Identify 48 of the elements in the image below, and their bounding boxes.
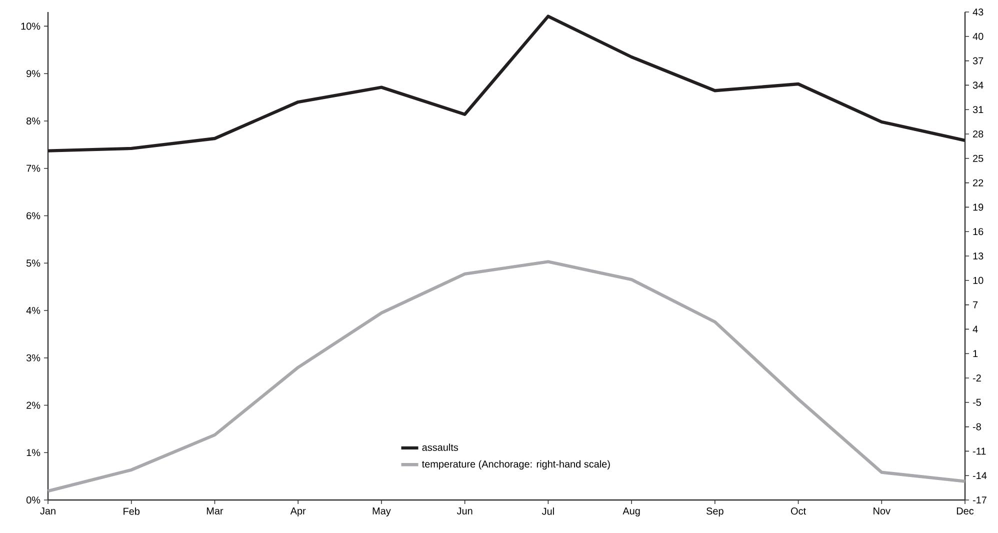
x-tick-label: Nov <box>874 508 890 514</box>
y2-tick-label: -8 <box>972 423 981 430</box>
y2-tick-label: 16 <box>973 228 984 236</box>
x-tick-label: May <box>372 508 391 516</box>
x-tick-label: Dec <box>956 508 974 514</box>
y2-tick-label: 10 <box>973 276 984 284</box>
y2-tick-label: 34 <box>972 82 984 89</box>
line-series <box>46 14 967 152</box>
y-tick-label: 7% <box>26 164 40 172</box>
y2-tick-label: 40 <box>972 32 984 40</box>
y2-tick-label: 13 <box>973 252 984 260</box>
x-tick-label: Jan <box>40 508 56 514</box>
y-tick-label: 1% <box>26 449 40 456</box>
line-series <box>46 260 967 493</box>
y2-tick-label: -14 <box>972 472 987 480</box>
y-tick-label: 6% <box>26 212 40 220</box>
y2-tick-label: 28 <box>973 130 984 138</box>
x-tick-label: Feb <box>124 508 140 515</box>
y2-tick-label: -11 <box>972 448 986 455</box>
y2-tick-label: 22 <box>973 179 984 186</box>
y-tick-label: 10% <box>21 22 40 30</box>
y2-tick-label: 43 <box>972 8 984 16</box>
y-tick-label: 4% <box>26 306 40 314</box>
x-tick-label: Aug <box>622 508 640 516</box>
y2-tick-label: 37 <box>972 57 984 64</box>
y2-tick-label: 4 <box>972 326 978 333</box>
y-tick-label: 2% <box>26 402 40 409</box>
y-tick-label: 0% <box>26 496 40 504</box>
y2-tick-label: 25 <box>973 154 984 162</box>
legend-label: temperature (Anchorage: right-hand scale) <box>422 460 610 470</box>
x-tick-label: Sep <box>706 508 724 517</box>
y2-tick-label: 31 <box>972 106 984 114</box>
y2-tick-label: -5 <box>972 398 981 406</box>
y-tick-label: 8% <box>26 117 40 124</box>
y-tick-label: 9% <box>26 70 40 78</box>
x-tick-label: Jun <box>456 508 472 514</box>
y2-tick-label: 7 <box>973 301 978 308</box>
x-tick-label: Jul <box>542 508 554 515</box>
x-tick-label: Mar <box>206 508 224 514</box>
y2-tick-label: -2 <box>972 374 981 382</box>
x-tick-label: Apr <box>290 508 306 516</box>
y2-tick-label: 19 <box>973 204 984 211</box>
y-tick-label: 5% <box>26 260 40 267</box>
legend-label: assaults <box>422 444 458 451</box>
x-tick-label: Oct <box>791 508 806 515</box>
y2-tick-label: 1 <box>973 350 978 358</box>
y2-tick-label: -17 <box>972 496 986 504</box>
y-tick-label: 3% <box>26 354 40 362</box>
